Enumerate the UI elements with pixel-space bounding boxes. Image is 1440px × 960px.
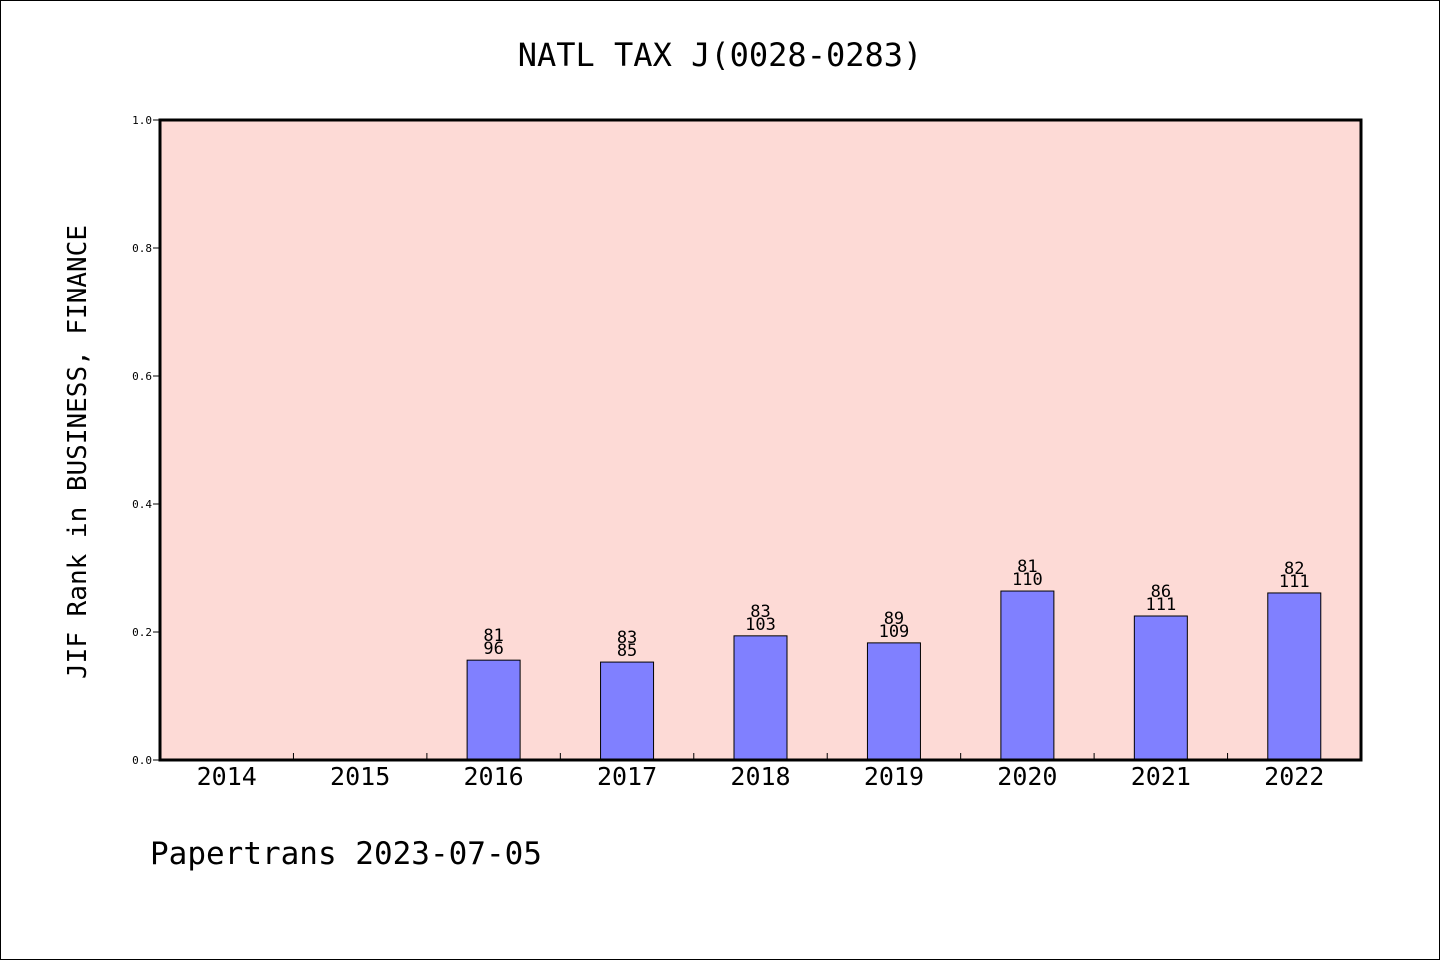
- bar-total-label: 110: [1012, 570, 1043, 590]
- bar-2018: [733, 635, 788, 761]
- bar-total-label: 96: [483, 639, 503, 659]
- x-axis: 2014 2015 2016 2017 2018 2019 2020 2021 2022: [197, 753, 1324, 791]
- x-tick-label: 2014: [197, 762, 257, 791]
- y-axis-label: JIF Rank in BUSINESS, FINANCE: [63, 225, 93, 679]
- plot-border: [158, 118, 1363, 762]
- x-tick-label: 2022: [1264, 762, 1324, 791]
- bar-rank-label: 82: [1284, 559, 1304, 579]
- bar-2020: [1000, 590, 1055, 761]
- chart-title: NATL TAX J(0028-0283): [518, 36, 923, 74]
- x-tick-label: 2019: [864, 762, 924, 791]
- y-tick-label: 0.6: [132, 370, 152, 383]
- bar-2022: [1267, 592, 1322, 761]
- y-tick-label: 0.4: [132, 498, 152, 511]
- x-tick-label: 2020: [997, 762, 1057, 791]
- bar-rank-label: 86: [1151, 582, 1171, 602]
- x-tick-label: 2016: [464, 762, 524, 791]
- footer-text: Papertrans 2023-07-05: [150, 836, 542, 872]
- bar-total-label: 85: [617, 641, 637, 661]
- bar-2019: [866, 642, 921, 761]
- y-tick-label: 1.0: [132, 114, 152, 127]
- bar-total-label: 109: [879, 622, 910, 642]
- x-tick-label: 2015: [330, 762, 390, 791]
- y-tick-label: 0.2: [132, 626, 152, 639]
- bar-total-label: 103: [745, 615, 776, 635]
- bar-rank-label: 83: [617, 628, 637, 648]
- y-tick-label: 0.8: [132, 242, 152, 255]
- y-tick-label: 0.0: [132, 754, 152, 767]
- x-tick-label: 2017: [597, 762, 657, 791]
- bar-rank-label: 81: [483, 626, 503, 646]
- bar-2017: [600, 661, 655, 761]
- bar-rank-label: 83: [750, 602, 770, 622]
- x-tick-label: 2021: [1131, 762, 1191, 791]
- bar-2016: [466, 659, 521, 761]
- bar-total-label: 111: [1279, 572, 1310, 592]
- bar-2021: [1133, 615, 1188, 761]
- bar-rank-label: 81: [1017, 557, 1037, 577]
- y-axis: 0.0 0.2 0.4 0.6 0.8 1.0: [132, 114, 160, 767]
- bar-total-label: 111: [1145, 595, 1176, 615]
- bar-rank-label: 89: [884, 609, 904, 629]
- x-tick-label: 2018: [730, 762, 790, 791]
